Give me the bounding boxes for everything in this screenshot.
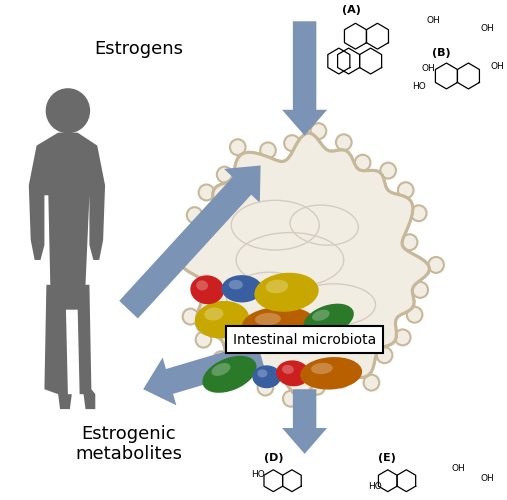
Circle shape xyxy=(364,374,379,390)
Text: metabolites: metabolites xyxy=(75,445,182,463)
Polygon shape xyxy=(119,166,261,318)
Text: OH: OH xyxy=(481,474,494,482)
Text: HO: HO xyxy=(412,82,426,91)
Circle shape xyxy=(260,142,276,158)
Circle shape xyxy=(284,135,300,151)
Circle shape xyxy=(402,234,417,250)
Ellipse shape xyxy=(304,304,354,336)
Circle shape xyxy=(355,154,371,170)
Circle shape xyxy=(217,166,233,182)
Text: HO: HO xyxy=(251,470,265,478)
Ellipse shape xyxy=(311,363,333,374)
Circle shape xyxy=(258,380,273,396)
Polygon shape xyxy=(179,133,429,397)
Text: (E): (E) xyxy=(378,453,396,463)
Circle shape xyxy=(239,359,255,375)
Text: OH: OH xyxy=(451,464,465,473)
Ellipse shape xyxy=(190,276,224,304)
Polygon shape xyxy=(29,132,105,409)
Circle shape xyxy=(428,257,444,273)
Polygon shape xyxy=(143,342,264,406)
Text: OH: OH xyxy=(427,16,441,26)
Circle shape xyxy=(412,282,428,298)
Text: OH: OH xyxy=(422,64,436,73)
Ellipse shape xyxy=(211,363,231,376)
Ellipse shape xyxy=(252,366,281,388)
Ellipse shape xyxy=(266,280,288,293)
Text: OH: OH xyxy=(490,62,504,71)
Circle shape xyxy=(407,307,422,322)
Ellipse shape xyxy=(312,310,330,321)
Circle shape xyxy=(230,140,245,155)
Text: Estrogenic: Estrogenic xyxy=(81,425,176,443)
Circle shape xyxy=(398,182,414,198)
Circle shape xyxy=(283,390,299,406)
Ellipse shape xyxy=(300,357,362,390)
Ellipse shape xyxy=(195,301,249,339)
Circle shape xyxy=(309,378,325,394)
Circle shape xyxy=(46,89,89,132)
Ellipse shape xyxy=(242,306,316,342)
Ellipse shape xyxy=(204,308,224,320)
Polygon shape xyxy=(282,22,327,136)
Circle shape xyxy=(336,134,352,150)
Ellipse shape xyxy=(255,313,281,326)
Circle shape xyxy=(187,207,202,223)
Polygon shape xyxy=(179,133,429,397)
Circle shape xyxy=(334,372,349,388)
Text: (B): (B) xyxy=(432,48,450,58)
Ellipse shape xyxy=(282,365,294,374)
Circle shape xyxy=(196,332,211,347)
Circle shape xyxy=(213,352,229,367)
Ellipse shape xyxy=(202,356,257,393)
Text: (A): (A) xyxy=(342,6,360,16)
Text: OH: OH xyxy=(481,24,494,33)
Text: HO: HO xyxy=(368,482,382,490)
Text: Estrogens: Estrogens xyxy=(94,40,183,58)
Circle shape xyxy=(199,184,214,200)
Circle shape xyxy=(377,347,392,363)
Text: (D): (D) xyxy=(264,453,283,463)
Ellipse shape xyxy=(258,370,267,378)
Circle shape xyxy=(192,280,207,295)
Circle shape xyxy=(395,330,411,345)
Ellipse shape xyxy=(229,280,243,289)
Circle shape xyxy=(311,123,326,139)
Text: Intestinal microbiota: Intestinal microbiota xyxy=(233,332,376,346)
Ellipse shape xyxy=(196,280,208,290)
Ellipse shape xyxy=(255,272,319,312)
Circle shape xyxy=(183,308,198,324)
Ellipse shape xyxy=(222,275,262,302)
Circle shape xyxy=(165,257,181,273)
Polygon shape xyxy=(282,389,327,454)
Circle shape xyxy=(380,162,396,178)
Circle shape xyxy=(411,206,426,221)
Circle shape xyxy=(181,232,197,248)
Ellipse shape xyxy=(276,360,310,386)
